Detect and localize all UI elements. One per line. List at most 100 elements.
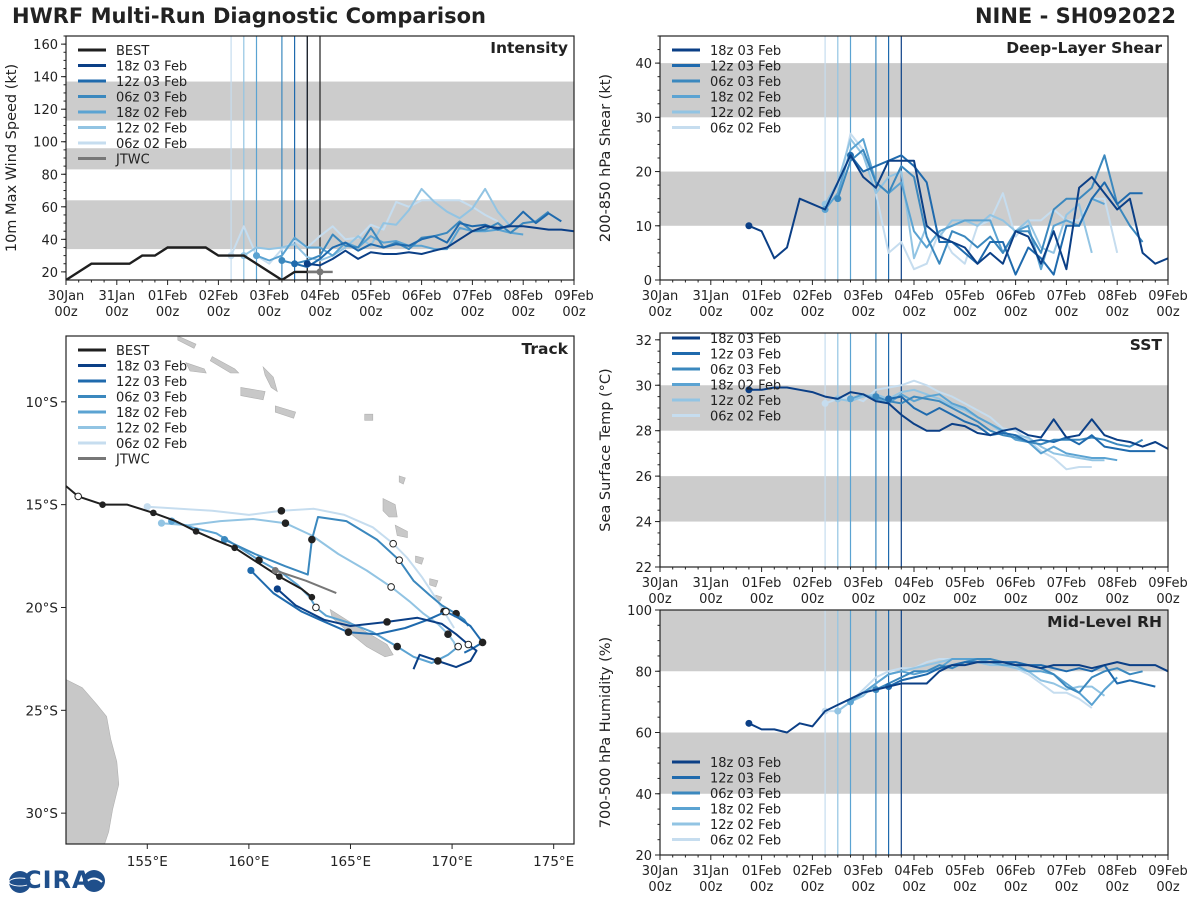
series-line-12z-03-feb (294, 210, 562, 268)
legend-label: 12z 03 Feb (116, 75, 187, 90)
x-tick-label: 03Feb (843, 576, 883, 591)
best-track-marker (74, 492, 82, 501)
panel-title: Intensity (490, 39, 568, 57)
series-init-point (847, 395, 854, 403)
x-tick-label: 09Feb (1148, 576, 1188, 591)
track-day-marker (383, 618, 391, 626)
x-tick-label: 02Feb (793, 864, 833, 879)
track-day-marker (277, 507, 286, 515)
lat-tick-label: 30°S (26, 806, 59, 822)
x-tick-sublabel: 00z (699, 305, 723, 320)
y-tick-label: 40 (635, 57, 652, 72)
x-tick-label: 07Feb (453, 289, 493, 304)
lat-tick-label: 25°S (26, 703, 59, 719)
x-tick-label: 04Feb (300, 289, 340, 304)
legend-label: 18z 03 Feb (710, 44, 781, 59)
panel-shear: 01020304030Jan00z31Jan00z01Feb00z02Feb00… (598, 35, 1188, 320)
legend-label: BEST (116, 44, 149, 59)
track-day-marker (281, 519, 290, 527)
plot-area (660, 610, 1168, 855)
plot-area (66, 36, 574, 280)
x-tick-sublabel: 00z (105, 305, 129, 320)
legend-label: BEST (116, 344, 149, 359)
track-day-marker (478, 638, 487, 647)
x-tick-sublabel: 00z (750, 880, 774, 895)
x-tick-sublabel: 00z (207, 305, 231, 320)
x-tick-sublabel: 00z (801, 305, 825, 320)
y-tick-label: 24 (635, 516, 652, 531)
track-init-point (247, 566, 255, 575)
x-tick-label: 06Feb (996, 576, 1036, 591)
x-tick-label: 02Feb (199, 289, 239, 304)
x-tick-label: 04Feb (894, 864, 934, 879)
x-tick-sublabel: 00z (562, 305, 586, 320)
y-tick-label: 22 (635, 561, 652, 576)
jtwc-track-point (271, 567, 279, 574)
panel-track: 155°E 160°E 165°E 170°E 175°E 10°S 15°S 20°S 25°… (26, 335, 575, 870)
x-tick-sublabel: 00z (410, 305, 434, 320)
x-tick-sublabel: 00z (902, 592, 926, 607)
plot-area (660, 333, 1168, 567)
x-tick-sublabel: 00z (1004, 305, 1028, 320)
series-init-point (253, 252, 260, 260)
y-tick-label: 160 (33, 38, 58, 53)
track-day-marker (393, 642, 402, 651)
lat-tick-label: 15°S (26, 498, 59, 514)
x-tick-label: 04Feb (894, 289, 934, 304)
legend-label: 18z 03 Feb (116, 360, 187, 375)
logo-text: CIRA (24, 866, 92, 894)
track-init-point (220, 536, 229, 544)
legend-label: JTWC (115, 153, 150, 168)
x-tick-sublabel: 00z (953, 305, 977, 320)
y-tick-label: 40 (635, 788, 652, 803)
y-tick-label: 20 (41, 266, 58, 281)
x-tick-label: 04Feb (894, 576, 934, 591)
x-tick-label: 03Feb (249, 289, 289, 304)
legend-label: 06z 02 Feb (710, 410, 781, 425)
series-init-point (745, 222, 753, 230)
legend-label: 06z 03 Feb (710, 787, 781, 802)
y-tick-label: 26 (635, 470, 652, 485)
x-tick-label: 01Feb (742, 576, 782, 591)
y-tick-label: 30 (635, 111, 652, 126)
legend-label: 12z 03 Feb (116, 375, 187, 390)
legend-label: 18z 03 Feb (116, 60, 187, 75)
legend-label: 06z 02 Feb (710, 122, 781, 137)
legend-label: 12z 02 Feb (710, 394, 781, 409)
legend-label: 12z 02 Feb (116, 422, 187, 437)
shade-band (660, 732, 1168, 794)
x-tick-sublabel: 00z (1106, 305, 1130, 320)
land-solomon-makira (274, 405, 296, 419)
x-tick-label: 03Feb (843, 289, 883, 304)
x-tick-label: 07Feb (1047, 576, 1087, 591)
x-tick-sublabel: 00z (750, 592, 774, 607)
legend-label: 06z 02 Feb (116, 137, 187, 152)
series-line-18z-02-feb (850, 393, 1118, 462)
plot-area (660, 36, 1168, 280)
track-day-marker (389, 539, 397, 548)
series-init-point (872, 393, 880, 401)
x-tick-sublabel: 00z (750, 305, 774, 320)
x-tick-sublabel: 00z (54, 305, 78, 320)
land-santa-cruz (364, 413, 374, 421)
panel-intensity: 2040608010012014016030Jan00z31Jan00z01Fe… (4, 35, 594, 320)
land-vanuatu-espiritu (382, 498, 398, 518)
series-line-06z-03-feb (875, 395, 1144, 448)
y-axis-label: Sea Surface Temp (°C) (598, 368, 614, 531)
x-tick-sublabel: 00z (852, 305, 876, 320)
x-tick-label: 05Feb (945, 289, 985, 304)
y-tick-label: 100 (627, 604, 652, 619)
x-tick-sublabel: 00z (801, 880, 825, 895)
panel-title: Track (522, 340, 569, 358)
x-tick-sublabel: 00z (902, 880, 926, 895)
x-tick-sublabel: 00z (1004, 880, 1028, 895)
x-tick-label: 03Feb (843, 864, 883, 879)
y-axis-label: 700-500 hPa Humidity (%) (598, 637, 614, 828)
x-tick-sublabel: 00z (1004, 592, 1028, 607)
x-tick-sublabel: 00z (359, 305, 383, 320)
legend-label: 06z 03 Feb (116, 91, 187, 106)
panel-title: SST (1130, 336, 1163, 354)
